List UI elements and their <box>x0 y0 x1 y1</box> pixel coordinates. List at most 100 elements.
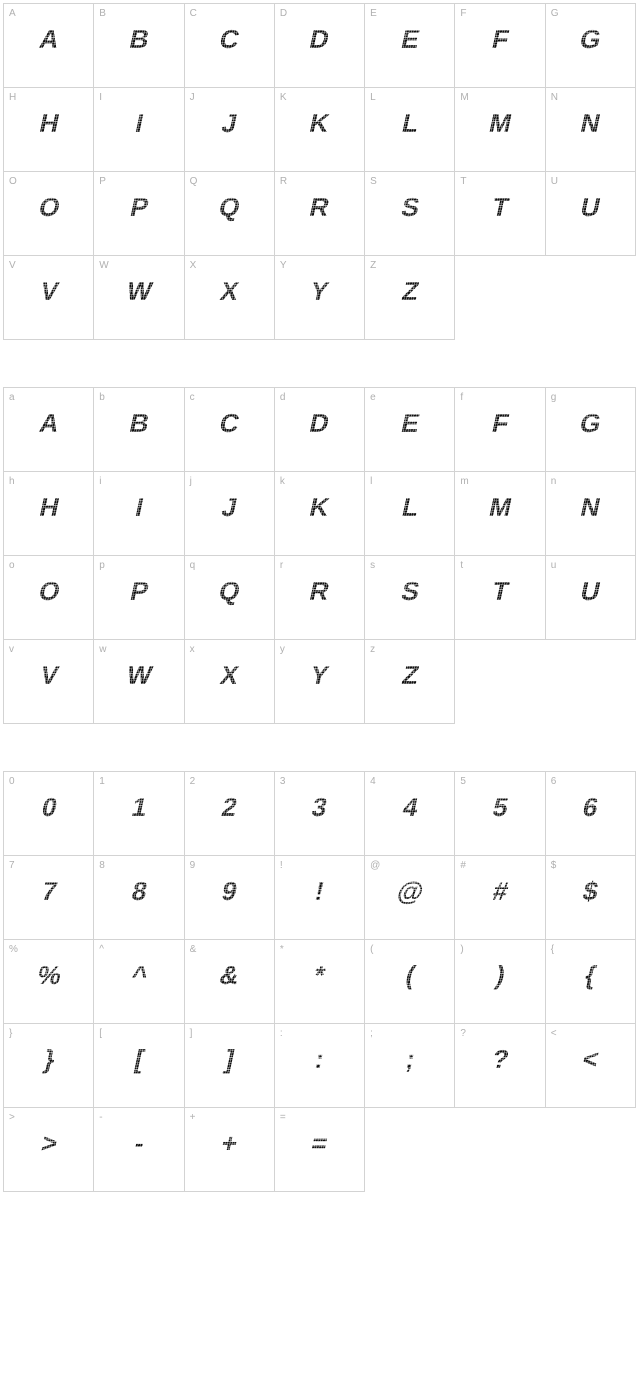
glyph-display: D <box>307 408 331 439</box>
glyph-cell: gG <box>545 387 636 472</box>
key-label: S <box>370 176 377 187</box>
key-label: - <box>99 1112 102 1123</box>
glyph-cell: 66 <box>545 771 636 856</box>
glyph-display: * <box>312 960 328 991</box>
glyph-cell: FF <box>454 3 545 88</box>
key-label: x <box>190 644 195 655</box>
glyph-cell: 99 <box>184 855 275 940</box>
glyph-cell: 00 <box>3 771 94 856</box>
key-label: K <box>280 92 287 103</box>
glyph-grid: 00112233445566778899!!@@##$$%%^^&&**(())… <box>4 772 636 1192</box>
glyph-cell: 55 <box>454 771 545 856</box>
glyph-cell: MM <box>454 87 545 172</box>
glyph-display: ) <box>493 960 507 991</box>
glyph-display: H <box>36 108 60 139</box>
key-label: I <box>99 92 102 103</box>
glyph-display: E <box>398 24 421 55</box>
glyph-display: > <box>38 1128 59 1159</box>
glyph-cell: dD <box>274 387 365 472</box>
glyph-cell: [[ <box>93 1023 184 1108</box>
key-label: [ <box>99 1028 102 1039</box>
glyph-display: P <box>127 192 150 223</box>
key-label: a <box>9 392 15 403</box>
glyph-cell: jJ <box>184 471 275 556</box>
key-label: o <box>9 560 15 571</box>
key-label: ; <box>370 1028 373 1039</box>
glyph-cell: wW <box>93 639 184 724</box>
glyph-cell: sS <box>364 555 455 640</box>
glyph-cell: ++ <box>184 1107 275 1192</box>
glyph-display: # <box>490 876 510 907</box>
glyph-cell: {{ <box>545 939 636 1024</box>
glyph-cell: nN <box>545 471 636 556</box>
key-label: Y <box>280 260 287 271</box>
glyph-cell: BB <box>93 3 184 88</box>
key-label: B <box>99 8 106 19</box>
glyph-cell: TT <box>454 171 545 256</box>
glyph-display: W <box>124 276 154 307</box>
key-label: h <box>9 476 15 487</box>
glyph-display: A <box>36 24 60 55</box>
glyph-cell: 11 <box>93 771 184 856</box>
glyph-cell: iI <box>93 471 184 556</box>
glyph-display: 8 <box>129 876 149 907</box>
glyph-cell: eE <box>364 387 455 472</box>
glyph-grid: AABBCCDDEEFFGGHHIIJJKKLLMMNNOOPPQQRRSSTT… <box>4 4 636 340</box>
glyph-display: F <box>489 408 510 439</box>
key-label: i <box>99 476 101 487</box>
glyph-cell: 22 <box>184 771 275 856</box>
glyph-cell: XX <box>184 255 275 340</box>
glyph-cell: QQ <box>184 171 275 256</box>
key-label: < <box>551 1028 557 1039</box>
glyph-display: 4 <box>400 792 420 823</box>
glyph-cell: << <box>545 1023 636 1108</box>
glyph-display: : <box>312 1044 326 1075</box>
glyph-cell: !! <box>274 855 365 940</box>
glyph-cell: VV <box>3 255 94 340</box>
glyph-display: } <box>41 1044 57 1075</box>
glyph-display: K <box>307 108 331 139</box>
key-label: O <box>9 176 17 187</box>
glyph-display: V <box>37 660 60 691</box>
glyph-grid: aAbBcCdDeEfFgGhHiIjJkKlLmMnNoOpPqQrRsStT… <box>4 388 636 724</box>
glyph-cell: 44 <box>364 771 455 856</box>
glyph-cell: DD <box>274 3 365 88</box>
key-label: ! <box>280 860 283 871</box>
empty-cell <box>545 639 636 724</box>
key-label: ] <box>190 1028 193 1039</box>
key-label: 8 <box>99 860 105 871</box>
key-label: p <box>99 560 105 571</box>
key-label: v <box>9 644 14 655</box>
glyph-display: { <box>582 960 598 991</box>
key-label: $ <box>551 860 557 871</box>
key-label: y <box>280 644 285 655</box>
key-label: & <box>190 944 197 955</box>
key-label: V <box>9 260 16 271</box>
glyph-cell: fF <box>454 387 545 472</box>
glyph-cell: ]] <box>184 1023 275 1108</box>
glyph-cell: $$ <box>545 855 636 940</box>
glyph-display: K <box>307 492 331 523</box>
glyph-cell: 77 <box>3 855 94 940</box>
glyph-cell: )) <box>454 939 545 1024</box>
glyph-display: F <box>489 24 510 55</box>
glyph-display: M <box>486 108 513 139</box>
glyph-display: X <box>218 276 241 307</box>
key-label: ? <box>460 1028 466 1039</box>
glyph-cell: >> <box>3 1107 94 1192</box>
key-label: Q <box>190 176 198 187</box>
key-label: { <box>551 944 554 955</box>
glyph-display: P <box>127 576 150 607</box>
glyph-cell: AA <box>3 3 94 88</box>
glyph-cell: yY <box>274 639 365 724</box>
glyph-display: G <box>577 408 603 439</box>
key-label: 6 <box>551 776 557 787</box>
key-label: M <box>460 92 468 103</box>
key-label: u <box>551 560 557 571</box>
glyph-cell: (( <box>364 939 455 1024</box>
glyph-cell: uU <box>545 555 636 640</box>
glyph-display: C <box>217 24 241 55</box>
key-label: g <box>551 392 557 403</box>
key-label: * <box>280 944 284 955</box>
glyph-display: O <box>36 192 62 223</box>
